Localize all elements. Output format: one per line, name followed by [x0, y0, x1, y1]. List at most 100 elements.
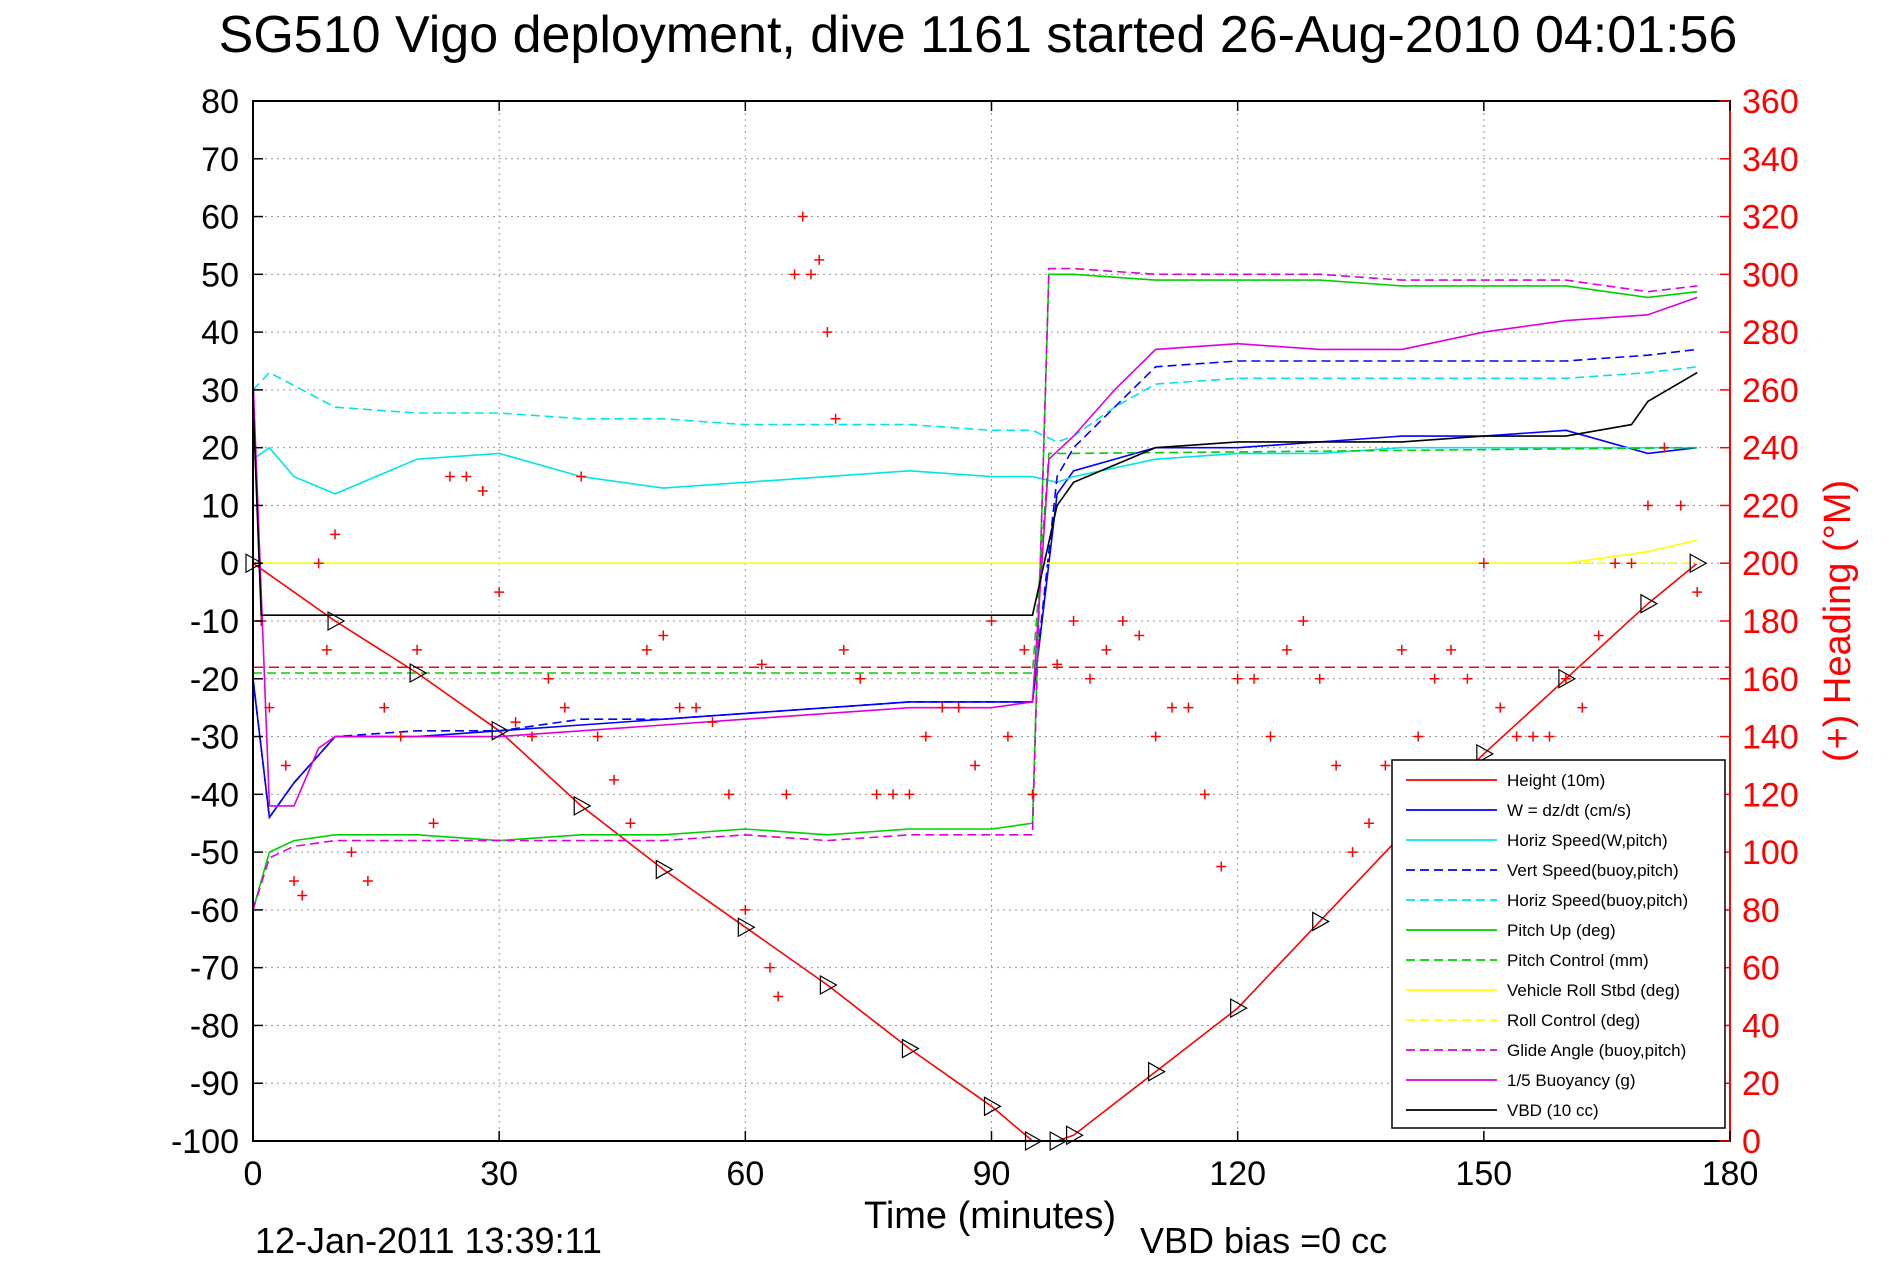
heading-marker — [1511, 731, 1522, 742]
heading-marker — [888, 789, 899, 800]
heading-marker — [1019, 644, 1030, 655]
heading-marker — [428, 818, 439, 829]
heading-marker — [1084, 673, 1095, 684]
heading-marker — [814, 254, 825, 265]
legend-entry-11: VBD (10 cc) — [1507, 1101, 1599, 1120]
heading-marker — [412, 644, 423, 655]
heading-marker — [1495, 702, 1506, 713]
legend-box — [1391, 759, 1726, 1129]
heading-marker — [953, 702, 964, 713]
height-point-marker — [737, 917, 756, 938]
height-point-marker — [1640, 593, 1659, 614]
heading-marker — [1249, 673, 1260, 684]
y-tick-label-left: -90 — [190, 1065, 239, 1103]
heading-marker — [1298, 616, 1309, 626]
heading-marker — [920, 731, 931, 742]
heading-marker — [641, 644, 652, 655]
legend-entry-6: Pitch Control (mm) — [1507, 951, 1649, 970]
y-tick-label-left: 30 — [201, 372, 239, 410]
series-line-4 — [252, 366, 1698, 443]
heading-marker — [1027, 789, 1038, 800]
heading-marker — [297, 890, 308, 901]
heading-marker — [346, 847, 357, 858]
heading-marker — [1265, 731, 1276, 742]
legend-entry-8: Roll Control (deg) — [1507, 1011, 1640, 1030]
y-tick-label-right: 220 — [1742, 487, 1799, 525]
heading-marker — [1052, 659, 1063, 670]
y-tick-label-right: 0 — [1742, 1123, 1761, 1161]
heading-marker — [764, 962, 775, 973]
x-tick-label: 0 — [244, 1155, 263, 1193]
heading-marker — [1331, 760, 1342, 771]
y-tick-label-left: 80 — [201, 83, 239, 121]
heading-marker — [937, 702, 948, 713]
legend-entry-10: 1/5 Buoyancy (g) — [1507, 1071, 1636, 1090]
y-tick-label-right: 60 — [1742, 950, 1780, 988]
heading-marker — [1167, 702, 1178, 713]
y-tick-label-right: 160 — [1742, 661, 1799, 699]
heading-marker — [904, 789, 915, 800]
y-tick-label-right: 120 — [1742, 776, 1799, 814]
height-point-marker — [983, 1096, 1002, 1117]
y-tick-label-left: -40 — [190, 776, 239, 814]
heading-marker — [1216, 861, 1227, 872]
heading-marker — [1150, 731, 1161, 742]
heading-marker — [1478, 558, 1489, 569]
y-tick-label-right: 280 — [1742, 314, 1799, 352]
heading-marker — [362, 876, 373, 886]
height-point-marker — [1689, 553, 1708, 574]
heading-marker — [1446, 644, 1457, 655]
series-line-11 — [252, 371, 1698, 617]
height-point-marker — [573, 795, 592, 816]
heading-marker — [1347, 847, 1358, 858]
heading-marker — [986, 616, 997, 626]
heading-marker — [797, 211, 808, 222]
heading-marker — [1002, 731, 1013, 742]
heading-marker — [280, 760, 291, 771]
heading-marker — [781, 789, 792, 800]
vbd-bias-note: VBD bias =0 cc — [1140, 1220, 1387, 1261]
height-point-marker — [819, 974, 838, 996]
legend: Height (10m) W = dz/dt (cm/s) Horiz Speed(… — [1391, 759, 1726, 1129]
heading-marker — [477, 486, 488, 496]
heading-marker — [395, 731, 406, 742]
heading-marker — [1068, 616, 1079, 626]
height-point-marker — [327, 610, 346, 632]
heading-marker — [970, 760, 981, 771]
heading-marker — [264, 702, 275, 713]
y-tick-label-left: -80 — [190, 1007, 239, 1045]
heading-marker — [789, 269, 800, 280]
heading-marker — [444, 471, 455, 482]
heading-marker — [1560, 673, 1571, 684]
legend-entry-2: Horiz Speed(W,pitch) — [1507, 831, 1668, 850]
heading-marker — [1396, 644, 1407, 655]
height-point-marker — [1148, 1061, 1166, 1082]
heading-marker — [1380, 760, 1391, 771]
x-tick-label: 30 — [480, 1155, 518, 1193]
heading-marker — [830, 413, 841, 424]
series-line-10 — [252, 296, 1698, 807]
y-tick-label-left: 40 — [201, 314, 239, 352]
y-tick-label-left: 0 — [220, 545, 239, 583]
series-line-3 — [252, 348, 1698, 820]
heading-marker — [1101, 644, 1112, 655]
series-line-2 — [252, 446, 1698, 495]
left-axis-ticks: 80 70 60 50 40 30 20 10 0 -10 -20 -30 -40 -50 -60 -70 -8… — [171, 83, 263, 1161]
heading-marker — [674, 702, 685, 713]
series-line-7 — [253, 539, 1698, 565]
y-tick-label-right: 180 — [1742, 603, 1799, 641]
y-tick-label-left: -20 — [190, 661, 239, 699]
heading-marker — [379, 702, 390, 713]
y-tick-label-right: 80 — [1742, 892, 1780, 930]
y-tick-label-left: -30 — [190, 719, 239, 757]
heading-marker — [1642, 500, 1653, 511]
heading-marker — [313, 558, 324, 569]
heading-marker — [1363, 818, 1374, 829]
y-tick-label-left: -60 — [190, 892, 239, 930]
chart-title: SG510 Vigo deployment, dive 1161 started… — [219, 6, 1738, 64]
right-axis-ticks: 3603403203002802602402202001801601401201… — [1720, 83, 1799, 1161]
y-tick-label-left: 60 — [201, 199, 239, 237]
y-tick-label-right: 200 — [1742, 545, 1799, 583]
heading-marker — [609, 774, 620, 785]
